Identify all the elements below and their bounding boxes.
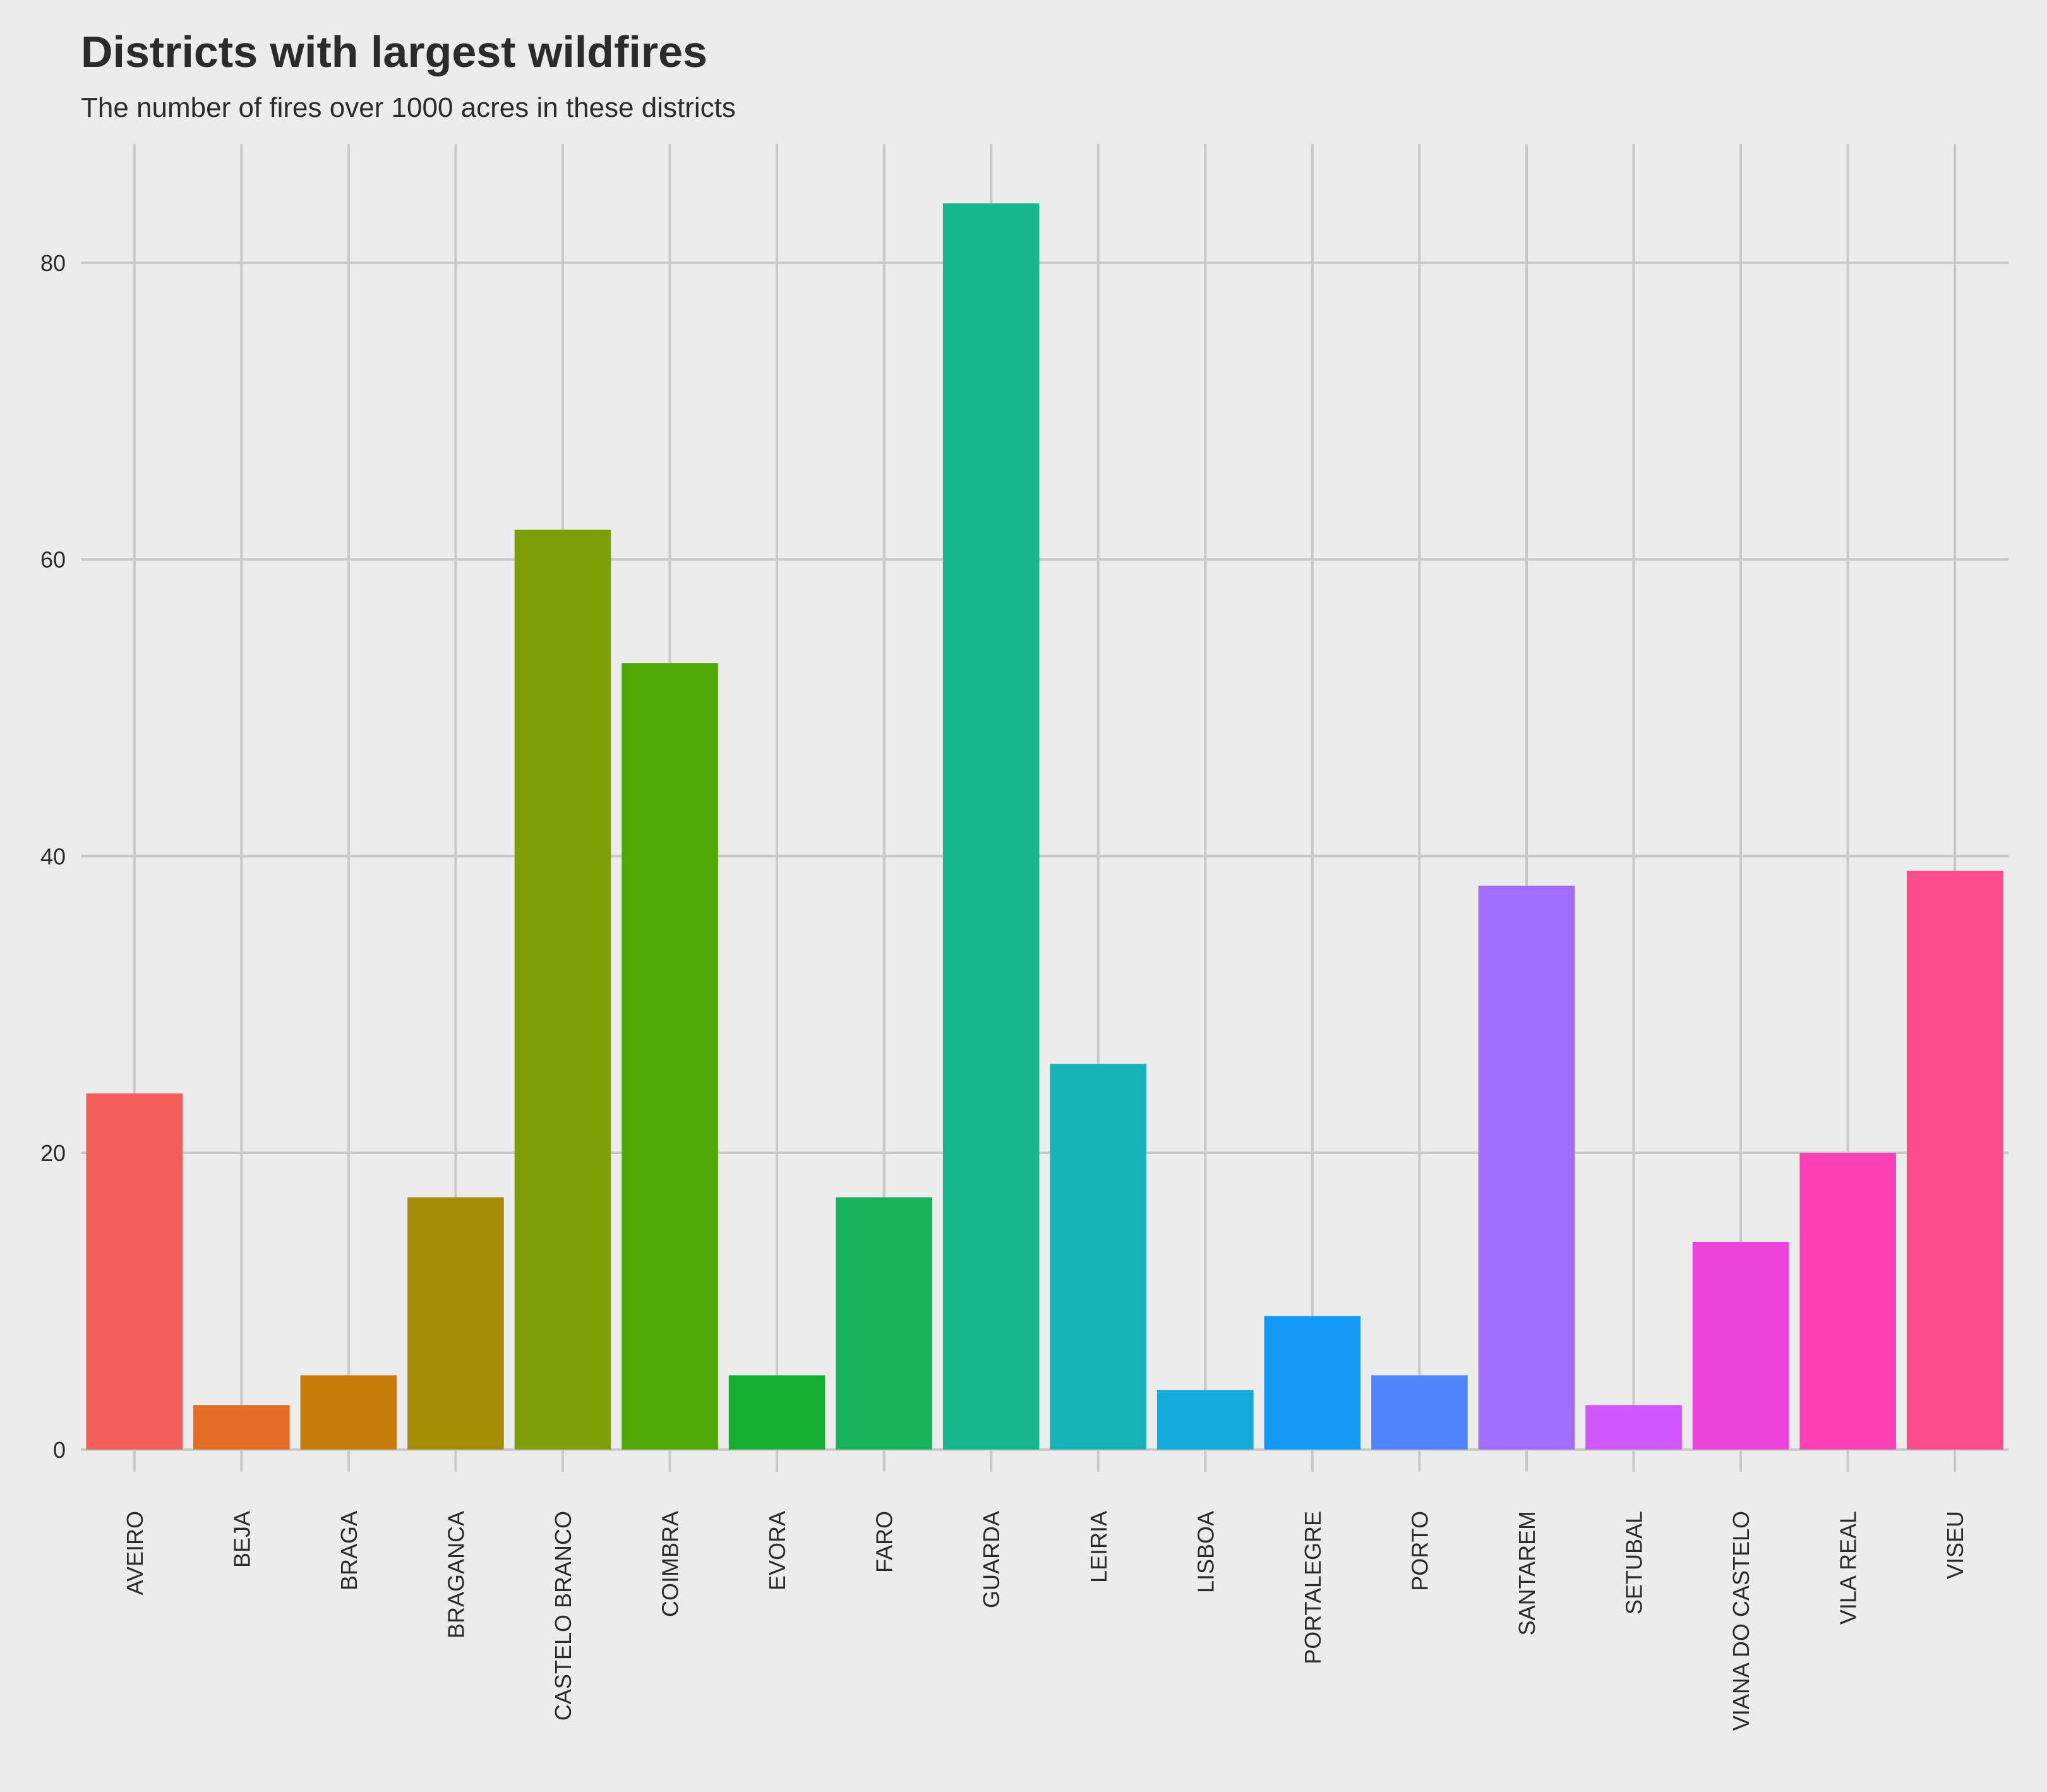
x-tick-label: LISBOA: [1192, 1511, 1218, 1593]
bar-santarem: [1478, 886, 1575, 1450]
y-tick-label: 80: [40, 250, 66, 276]
bar-lisboa: [1157, 1390, 1254, 1450]
x-tick-label: PORTALEGRE: [1300, 1511, 1326, 1664]
x-tick-label: FARO: [872, 1511, 897, 1573]
x-tick-label: LEIRIA: [1086, 1511, 1112, 1583]
x-tick-label: EVORA: [764, 1511, 790, 1591]
x-tick-label: VISEU: [1942, 1511, 1968, 1579]
x-tick-label: PORTO: [1407, 1511, 1432, 1591]
x-tick-label: VIANA DO CASTELO: [1728, 1511, 1754, 1731]
bar-setubal: [1585, 1405, 1682, 1450]
chart-title: Districts with largest wildfires: [81, 27, 707, 76]
bar-guarda: [942, 203, 1040, 1450]
x-tick-label: AVEIRO: [122, 1511, 148, 1595]
y-tick-label: 0: [53, 1437, 66, 1463]
bar-vila-real: [1799, 1153, 1896, 1450]
bar-viana-do-castelo: [1692, 1241, 1789, 1450]
bar-porto: [1371, 1375, 1468, 1450]
bar-evora: [728, 1375, 825, 1450]
x-axis-tick-labels: AVEIRO BEJA BRAGA BRAGANCA CASTELO BRANCO COI…: [122, 1511, 1968, 1731]
bar-faro: [836, 1197, 932, 1450]
y-tick-label: 40: [40, 843, 66, 869]
bar-viseu: [1906, 870, 2003, 1450]
bar-braganca: [407, 1197, 504, 1450]
bar-beja: [193, 1405, 290, 1450]
y-tick-label: 60: [40, 547, 66, 573]
x-tick-label: CASTELO BRANCO: [550, 1511, 576, 1721]
x-tick-label: BRAGA: [336, 1511, 362, 1591]
bar-leiria: [1050, 1064, 1147, 1450]
bar-braga: [300, 1375, 397, 1450]
bar-coimbra: [621, 663, 718, 1450]
x-tick-label: SETUBAL: [1621, 1511, 1647, 1615]
x-tick-label: GUARDA: [978, 1511, 1004, 1608]
bar-portalegre: [1264, 1316, 1361, 1450]
x-tick-label: BEJA: [229, 1511, 255, 1568]
x-tick-label: SANTAREM: [1514, 1511, 1540, 1635]
chart-subtitle: The number of fires over 1000 acres in t…: [81, 92, 736, 123]
x-tick-label: VILA REAL: [1835, 1511, 1861, 1625]
bars-layer: [86, 203, 2003, 1450]
y-tick-label: 20: [40, 1140, 66, 1166]
x-tick-label: BRAGANCA: [443, 1511, 469, 1639]
y-axis-tick-labels: 0 20 40 60 80: [40, 250, 66, 1463]
bar-castelo-branco: [514, 529, 611, 1450]
bar-aveiro: [86, 1093, 183, 1450]
x-tick-label: COIMBRA: [657, 1511, 683, 1617]
